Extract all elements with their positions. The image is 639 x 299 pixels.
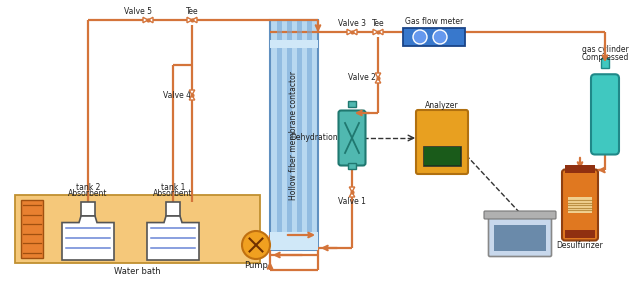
Bar [270,20,318,250]
Polygon shape [148,17,153,23]
Text: Absorbent: Absorbent [68,190,108,199]
Text: Water bath: Water bath [114,266,161,275]
Polygon shape [352,29,357,35]
Polygon shape [350,187,355,192]
Polygon shape [189,90,195,95]
Bar [565,164,595,173]
Text: tank 2: tank 2 [76,182,100,191]
FancyBboxPatch shape [484,211,556,219]
Bar [601,57,609,68]
Text: gas cylinder: gas cylinder [581,45,628,54]
Polygon shape [143,17,148,23]
Bar [296,21,302,249]
Text: Valve 5: Valve 5 [124,7,152,16]
FancyBboxPatch shape [416,110,468,174]
Text: Analyzer: Analyzer [425,100,459,109]
Circle shape [433,30,447,44]
Bar [423,146,461,166]
Polygon shape [375,73,381,78]
Text: Tee: Tee [186,7,198,16]
Bar [270,40,318,48]
Polygon shape [62,216,114,260]
Text: Gas flow meter: Gas flow meter [405,18,463,27]
Bar [286,21,291,249]
Text: Hollow fiber membrane contactor: Hollow fiber membrane contactor [289,71,298,199]
Polygon shape [147,216,199,260]
Polygon shape [373,29,378,35]
Text: Pump: Pump [244,262,268,271]
Polygon shape [378,29,383,35]
Bar [15,195,260,263]
Polygon shape [350,192,355,197]
Polygon shape [192,17,197,23]
Bar [81,202,95,216]
Bar [494,225,546,251]
Text: Valve 1: Valve 1 [338,196,366,205]
FancyBboxPatch shape [488,217,551,257]
Text: Absorbent: Absorbent [153,190,193,199]
FancyBboxPatch shape [591,74,619,155]
Polygon shape [187,17,192,23]
Bar [270,232,318,250]
Bar [568,197,592,213]
Text: Valve 4: Valve 4 [163,91,191,100]
Bar [21,200,43,258]
Text: tank 1: tank 1 [161,182,185,191]
Text: Compressed: Compressed [581,53,629,62]
Bar [424,147,460,165]
Text: Tee: Tee [372,19,384,28]
Bar [348,163,356,169]
Bar [277,21,282,249]
Bar [166,202,180,216]
FancyBboxPatch shape [562,170,598,240]
Text: Valve 2: Valve 2 [348,74,376,83]
Bar [307,21,311,249]
Polygon shape [347,29,352,35]
Circle shape [242,231,270,259]
Circle shape [413,30,427,44]
Text: Dehydration: Dehydration [290,133,338,143]
Polygon shape [375,78,381,83]
Bar [348,101,356,107]
Bar [403,28,465,46]
FancyBboxPatch shape [339,111,366,166]
Bar [565,230,595,237]
Text: Desulfurizer: Desulfurizer [557,241,603,250]
Polygon shape [189,95,195,100]
Text: Valve 3: Valve 3 [338,19,366,28]
